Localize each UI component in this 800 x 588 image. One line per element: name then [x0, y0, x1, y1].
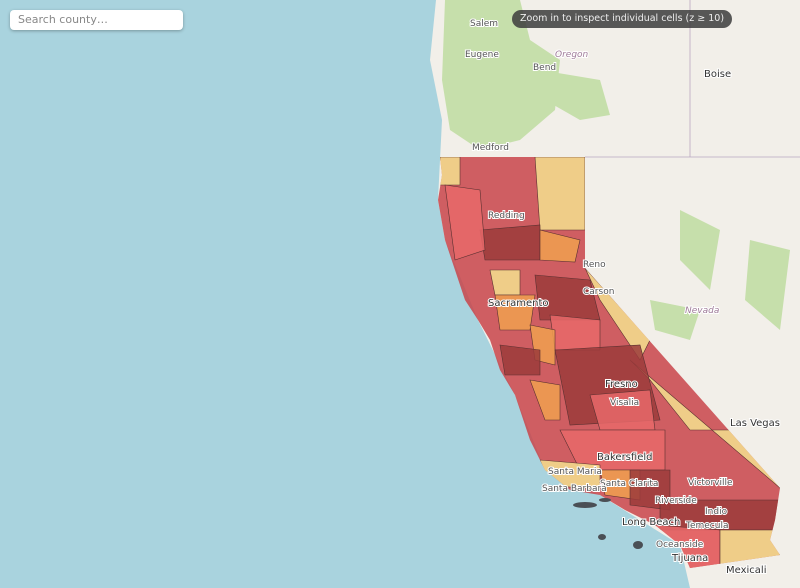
- place-label: Redding: [488, 211, 525, 221]
- place-label: Bakersfield: [597, 452, 652, 463]
- county: [539, 229, 581, 263]
- islands: [573, 498, 643, 549]
- place-label: Carson: [583, 287, 614, 297]
- county: [499, 344, 541, 376]
- place-label: Santa Maria: [548, 467, 602, 477]
- search-placeholder: Search county…: [18, 13, 108, 26]
- place-label: Indio: [705, 507, 728, 517]
- county: [439, 157, 461, 186]
- zoom-notice: Zoom in to inspect individual cells (z ≥…: [512, 10, 733, 28]
- place-label: Reno: [583, 260, 606, 270]
- place-label: Eugene: [465, 50, 499, 60]
- place-label: Medford: [472, 143, 509, 153]
- county: [529, 379, 561, 421]
- place-label: Boise: [704, 69, 731, 80]
- place-label: Temecula: [685, 521, 728, 531]
- search-box[interactable]: Search county…: [10, 10, 183, 30]
- place-label: Visalia: [610, 398, 639, 408]
- place-label: Long Beach: [622, 517, 680, 528]
- place-label: Santa Barbara: [542, 484, 607, 494]
- place-label: Salem: [470, 19, 498, 29]
- county: [549, 314, 601, 351]
- county: [444, 184, 486, 261]
- place-label: Oceanside: [656, 540, 704, 550]
- place-label: Victorville: [688, 478, 733, 488]
- place-label: Tijuana: [671, 553, 708, 564]
- place-label: Bend: [533, 63, 556, 73]
- county: [659, 499, 780, 531]
- place-label: Mexicali: [726, 565, 766, 576]
- place-label: Sacramento: [488, 298, 548, 309]
- county: [494, 294, 536, 331]
- county: [534, 157, 586, 231]
- place-label: Riverside: [655, 496, 697, 506]
- county: [589, 389, 656, 431]
- region-label: Nevada: [685, 306, 719, 316]
- place-label: Fresno: [605, 379, 638, 390]
- region-label: Oregon: [555, 50, 589, 60]
- county: [479, 224, 541, 261]
- place-label: Las Vegas: [730, 418, 780, 429]
- forest: [442, 0, 790, 340]
- county: [489, 269, 521, 296]
- place-label: Santa Clarita: [600, 479, 658, 489]
